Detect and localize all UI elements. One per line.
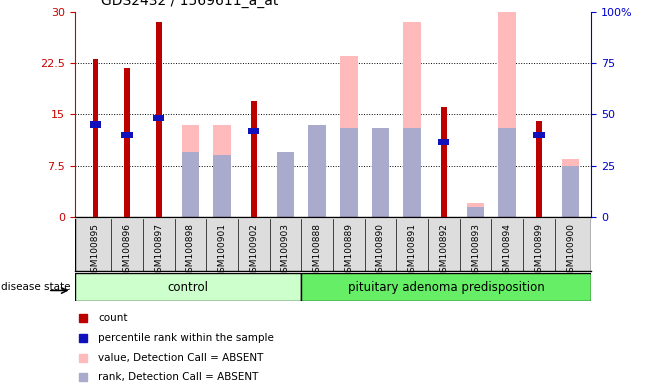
Text: GSM100902: GSM100902 [249, 223, 258, 278]
Bar [340, 128, 357, 217]
Text: GSM100893: GSM100893 [471, 223, 480, 278]
Bar [533, 132, 544, 138]
Bar [248, 128, 260, 134]
Bar [251, 101, 256, 217]
Bar [277, 152, 294, 217]
Bar [309, 152, 326, 217]
Text: GSM100895: GSM100895 [91, 223, 100, 278]
Bar [467, 203, 484, 217]
Bar [156, 22, 161, 217]
Bar [214, 124, 231, 217]
Text: count: count [98, 313, 128, 323]
Text: GSM100888: GSM100888 [312, 223, 322, 278]
Text: GSM100889: GSM100889 [344, 223, 353, 278]
Bar [124, 68, 130, 217]
Bar [562, 166, 579, 217]
Bar [182, 124, 199, 217]
Text: GSM100894: GSM100894 [503, 223, 512, 278]
Bar [340, 56, 357, 217]
Text: disease state: disease state [1, 282, 71, 292]
Bar [441, 108, 447, 217]
Text: GSM100896: GSM100896 [122, 223, 132, 278]
Bar [499, 12, 516, 217]
Text: GSM100901: GSM100901 [217, 223, 227, 278]
Bar [277, 152, 294, 217]
FancyBboxPatch shape [75, 273, 301, 301]
Bar [404, 128, 421, 217]
Text: GSM100891: GSM100891 [408, 223, 417, 278]
Text: GDS2432 / 1569611_a_at: GDS2432 / 1569611_a_at [101, 0, 278, 8]
Bar [562, 159, 579, 217]
Text: GSM100890: GSM100890 [376, 223, 385, 278]
Text: GSM100898: GSM100898 [186, 223, 195, 278]
Bar [499, 128, 516, 217]
Text: pituitary adenoma predisposition: pituitary adenoma predisposition [348, 281, 545, 293]
Text: percentile rank within the sample: percentile rank within the sample [98, 333, 274, 343]
Bar [536, 121, 542, 217]
Bar [372, 128, 389, 217]
Text: rank, Detection Call = ABSENT: rank, Detection Call = ABSENT [98, 372, 258, 382]
Text: GSM100892: GSM100892 [439, 223, 449, 278]
Bar [404, 22, 421, 217]
Bar [372, 152, 389, 217]
Bar [90, 121, 101, 127]
Bar [467, 207, 484, 217]
Bar [122, 132, 133, 138]
Text: GSM100897: GSM100897 [154, 223, 163, 278]
Bar [214, 156, 231, 217]
FancyBboxPatch shape [301, 273, 591, 301]
Bar [309, 124, 326, 217]
Text: GSM100899: GSM100899 [534, 223, 544, 278]
Text: control: control [167, 281, 208, 293]
Text: GSM100903: GSM100903 [281, 223, 290, 278]
Bar [92, 60, 98, 217]
Bar [438, 139, 449, 145]
Text: value, Detection Call = ABSENT: value, Detection Call = ABSENT [98, 353, 264, 362]
Bar [182, 152, 199, 217]
Bar [153, 114, 165, 121]
Text: GSM100900: GSM100900 [566, 223, 575, 278]
